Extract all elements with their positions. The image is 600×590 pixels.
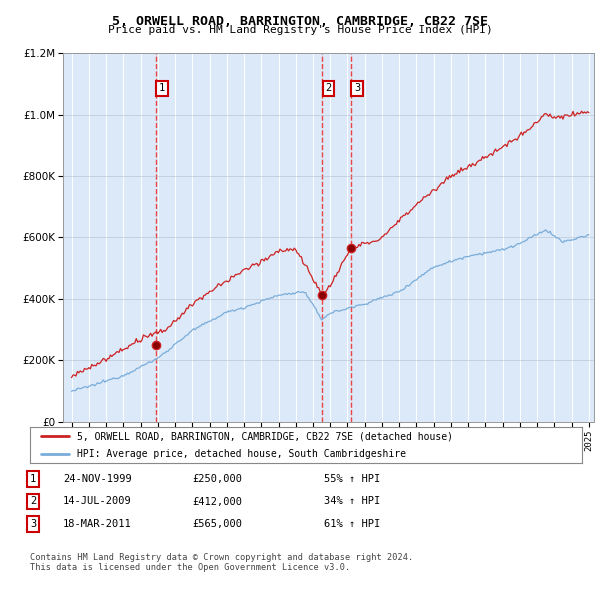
Text: 3: 3 (30, 519, 36, 529)
Text: This data is licensed under the Open Government Licence v3.0.: This data is licensed under the Open Gov… (30, 563, 350, 572)
Text: 61% ↑ HPI: 61% ↑ HPI (324, 519, 380, 529)
Text: £250,000: £250,000 (192, 474, 242, 484)
Text: £412,000: £412,000 (192, 497, 242, 506)
Text: 24-NOV-1999: 24-NOV-1999 (63, 474, 132, 484)
Text: 55% ↑ HPI: 55% ↑ HPI (324, 474, 380, 484)
Text: 2: 2 (30, 497, 36, 506)
Text: 1: 1 (30, 474, 36, 484)
Text: Price paid vs. HM Land Registry's House Price Index (HPI): Price paid vs. HM Land Registry's House … (107, 25, 493, 35)
Text: Contains HM Land Registry data © Crown copyright and database right 2024.: Contains HM Land Registry data © Crown c… (30, 553, 413, 562)
Text: 14-JUL-2009: 14-JUL-2009 (63, 497, 132, 506)
Text: HPI: Average price, detached house, South Cambridgeshire: HPI: Average price, detached house, Sout… (77, 449, 406, 459)
Text: 2: 2 (325, 83, 331, 93)
Text: 18-MAR-2011: 18-MAR-2011 (63, 519, 132, 529)
Text: 1: 1 (159, 83, 165, 93)
Text: 5, ORWELL ROAD, BARRINGTON, CAMBRIDGE, CB22 7SE: 5, ORWELL ROAD, BARRINGTON, CAMBRIDGE, C… (112, 15, 488, 28)
Text: £565,000: £565,000 (192, 519, 242, 529)
Text: 34% ↑ HPI: 34% ↑ HPI (324, 497, 380, 506)
Text: 5, ORWELL ROAD, BARRINGTON, CAMBRIDGE, CB22 7SE (detached house): 5, ORWELL ROAD, BARRINGTON, CAMBRIDGE, C… (77, 431, 453, 441)
Text: 3: 3 (354, 83, 360, 93)
